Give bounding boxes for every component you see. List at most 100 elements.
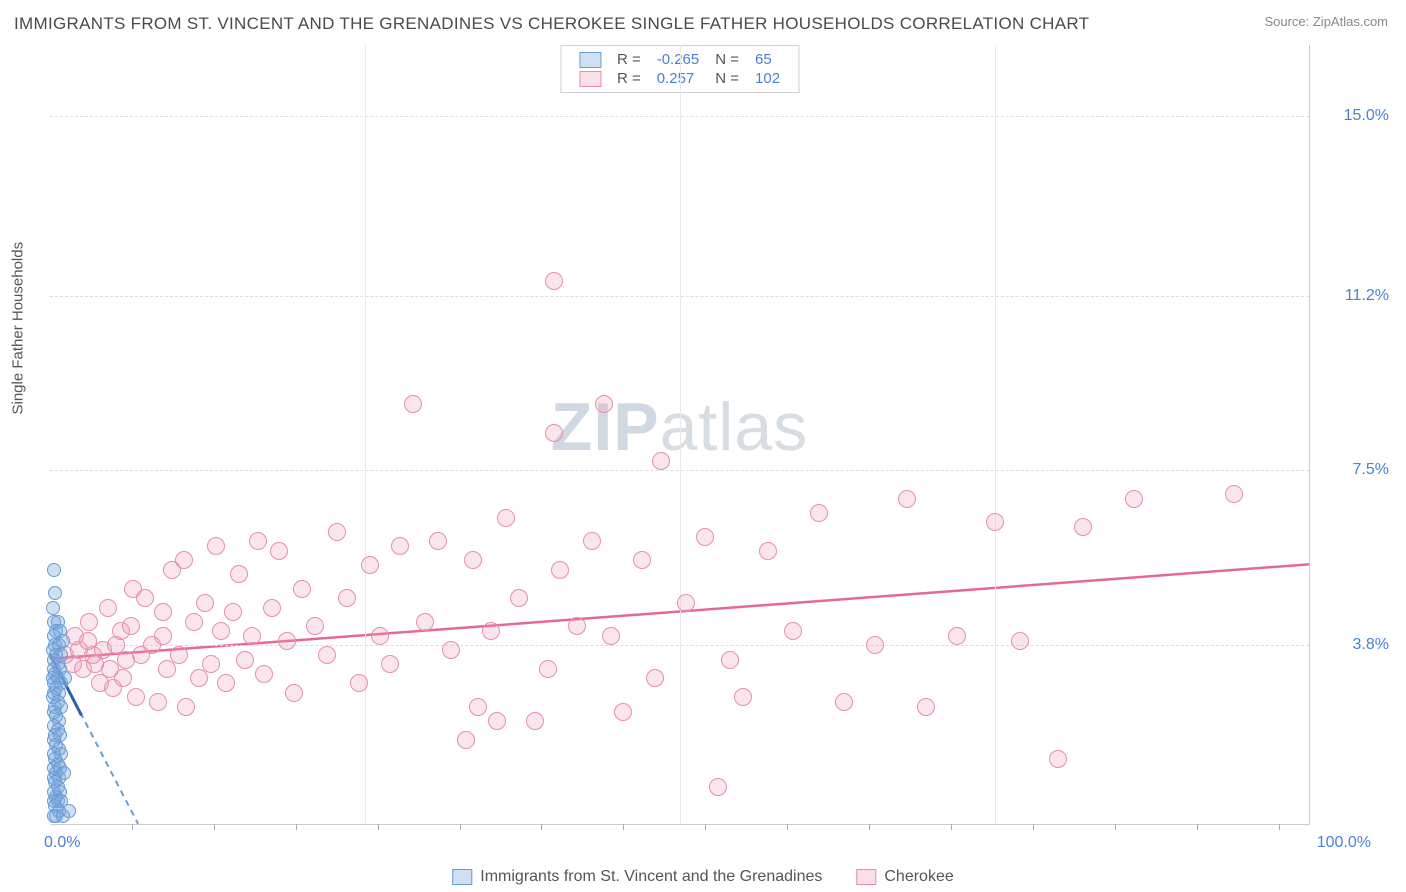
data-point-pink [263, 599, 281, 617]
data-point-pink [249, 532, 267, 550]
data-point-pink [917, 698, 935, 716]
data-point-pink [568, 617, 586, 635]
gridline-v [995, 45, 996, 824]
data-point-pink [149, 693, 167, 711]
data-point-pink [177, 698, 195, 716]
data-point-pink [154, 627, 172, 645]
data-point-pink [810, 504, 828, 522]
x-tick [705, 824, 706, 830]
data-point-pink [185, 613, 203, 631]
y-tick-label: 3.8% [1319, 636, 1389, 654]
data-point-pink [614, 703, 632, 721]
data-point-pink [442, 641, 460, 659]
x-tick [1279, 824, 1280, 830]
data-point-pink [293, 580, 311, 598]
data-point-pink [328, 523, 346, 541]
x-tick [1197, 824, 1198, 830]
data-point-pink [350, 674, 368, 692]
data-point-pink [759, 542, 777, 560]
data-point-pink [633, 551, 651, 569]
data-point-pink [416, 613, 434, 631]
data-point-blue [48, 586, 62, 600]
x-axis-max-label: 100.0% [1317, 834, 1371, 852]
x-tick [132, 824, 133, 830]
y-tick-label: 15.0% [1319, 107, 1389, 125]
legend-label-blue: Immigrants from St. Vincent and the Gren… [480, 868, 822, 886]
data-point-pink [545, 272, 563, 290]
x-tick [623, 824, 624, 830]
data-point-pink [488, 712, 506, 730]
legend-label-pink: Cherokee [884, 868, 953, 886]
data-point-pink [1125, 490, 1143, 508]
data-point-pink [986, 513, 1004, 531]
gridline-v [680, 45, 681, 824]
data-point-pink [306, 617, 324, 635]
data-point-pink [948, 627, 966, 645]
data-point-pink [583, 532, 601, 550]
data-point-pink [212, 622, 230, 640]
swatch-blue-icon [452, 869, 472, 885]
data-point-pink [217, 674, 235, 692]
gridline-v [365, 45, 366, 824]
data-point-pink [734, 688, 752, 706]
data-point-pink [551, 561, 569, 579]
data-point-pink [285, 684, 303, 702]
swatch-pink-icon [856, 869, 876, 885]
data-point-pink [721, 651, 739, 669]
data-point-pink [464, 551, 482, 569]
data-point-pink [677, 594, 695, 612]
data-point-pink [381, 655, 399, 673]
x-tick [541, 824, 542, 830]
data-point-pink [404, 395, 422, 413]
chart-title: IMMIGRANTS FROM ST. VINCENT AND THE GREN… [14, 14, 1089, 34]
data-point-blue [62, 804, 76, 818]
data-point-pink [482, 622, 500, 640]
swatch-blue-icon [579, 52, 601, 68]
data-point-pink [1011, 632, 1029, 650]
data-point-pink [646, 669, 664, 687]
data-point-pink [539, 660, 557, 678]
data-point-pink [318, 646, 336, 664]
data-point-pink [595, 395, 613, 413]
data-point-pink [457, 731, 475, 749]
data-point-pink [361, 556, 379, 574]
data-point-pink [510, 589, 528, 607]
data-point-pink [114, 669, 132, 687]
data-point-pink [190, 669, 208, 687]
data-point-pink [196, 594, 214, 612]
legend-item-blue: Immigrants from St. Vincent and the Gren… [452, 868, 822, 886]
x-tick [951, 824, 952, 830]
data-point-pink [497, 509, 515, 527]
data-point-pink [709, 778, 727, 796]
x-tick [214, 824, 215, 830]
data-point-pink [127, 688, 145, 706]
swatch-pink-icon [579, 71, 601, 87]
data-point-pink [255, 665, 273, 683]
chart-container: IMMIGRANTS FROM ST. VINCENT AND THE GREN… [0, 0, 1406, 892]
data-point-pink [170, 646, 188, 664]
legend-item-pink: Cherokee [856, 868, 953, 886]
data-point-blue [46, 601, 60, 615]
data-point-pink [391, 537, 409, 555]
data-point-pink [469, 698, 487, 716]
n-value-pink: 102 [747, 69, 788, 88]
data-point-pink [1049, 750, 1067, 768]
r-value-pink: 0.257 [649, 69, 708, 88]
r-value-blue: -0.265 [649, 50, 708, 69]
data-point-pink [80, 613, 98, 631]
data-point-pink [202, 655, 220, 673]
data-point-pink [278, 632, 296, 650]
data-point-pink [866, 636, 884, 654]
data-point-pink [371, 627, 389, 645]
data-point-pink [784, 622, 802, 640]
x-tick [378, 824, 379, 830]
data-point-pink [230, 565, 248, 583]
n-value-blue: 65 [747, 50, 788, 69]
data-point-pink [136, 589, 154, 607]
data-point-pink [122, 617, 140, 635]
data-point-pink [243, 627, 261, 645]
data-point-pink [1074, 518, 1092, 536]
data-point-pink [602, 627, 620, 645]
data-point-pink [429, 532, 447, 550]
y-axis-label: Single Father Households [10, 242, 27, 415]
